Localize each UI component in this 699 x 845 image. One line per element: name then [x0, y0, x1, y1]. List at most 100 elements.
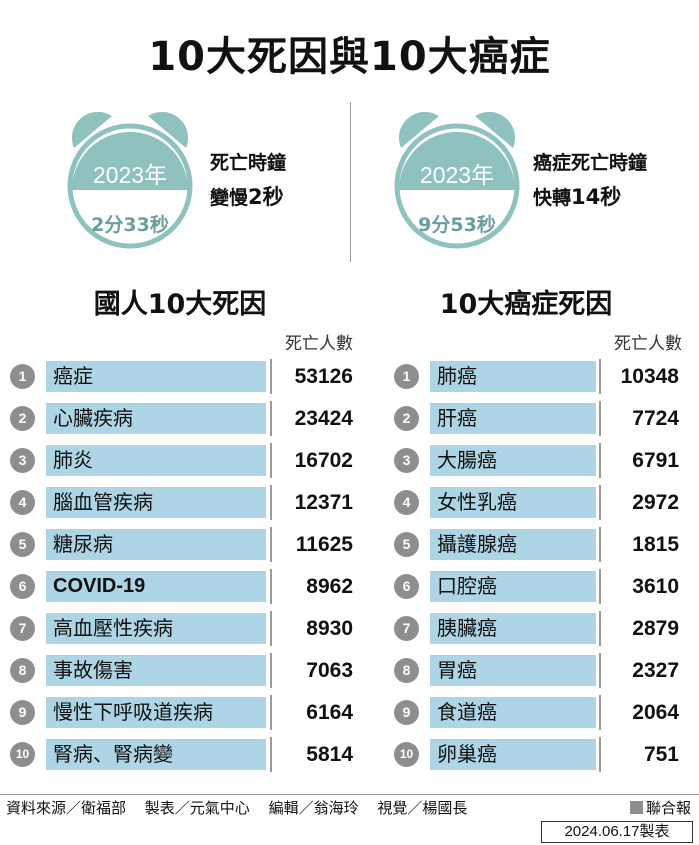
- credits: 資料來源／衛福部 製表／元氣中心 編輯／翁海玲 視覺／楊國長: [6, 797, 481, 818]
- cell-divider: [270, 653, 272, 688]
- category-label: 女性乳癌: [437, 490, 517, 514]
- category-label: 事故傷害: [53, 658, 133, 682]
- rank-badge: 6: [10, 574, 35, 599]
- rank-badge: 8: [10, 658, 35, 683]
- death-count: 2327: [632, 659, 679, 682]
- rank-badge: 3: [10, 448, 35, 473]
- table-row: 6 COVID-19 8962: [10, 566, 355, 608]
- clock-year: 2023年: [92, 162, 168, 188]
- death-count: 2064: [632, 701, 679, 724]
- category-label: 口腔癌: [437, 574, 497, 598]
- cell-divider: [599, 737, 601, 772]
- category-label: 癌症: [53, 364, 93, 388]
- category-bar: [46, 445, 266, 476]
- cell-divider: [270, 401, 272, 436]
- rank-badge: 7: [394, 616, 419, 641]
- cell-divider: [270, 611, 272, 646]
- death-count: 53126: [294, 365, 353, 388]
- table-row: 5 攝護腺癌 1815: [394, 524, 686, 566]
- death-count: 8962: [306, 575, 353, 598]
- category-bar: [430, 655, 596, 686]
- clock-year: 2023年: [419, 162, 495, 188]
- cell-divider: [599, 611, 601, 646]
- category-bar: [46, 613, 266, 644]
- cell-divider: [599, 485, 601, 520]
- death-count: 1815: [632, 533, 679, 556]
- rank-badge: 2: [10, 406, 35, 431]
- brand-square-icon: [629, 801, 643, 814]
- alarm-clock-icon: [67, 111, 193, 249]
- rank-badge: 10: [394, 742, 419, 767]
- rank-badge: 1: [10, 364, 35, 389]
- death-count: 751: [643, 743, 679, 766]
- rank-badge: 9: [10, 700, 35, 725]
- death-count: 5814: [306, 743, 353, 766]
- table-row: 3 大腸癌 6791: [394, 440, 686, 482]
- table-row: 4 女性乳癌 2972: [394, 482, 686, 524]
- category-bar: [430, 361, 596, 392]
- category-label: COVID-19: [53, 575, 146, 597]
- alarm-clock-icon: [394, 111, 520, 249]
- death-count: 6164: [306, 701, 353, 724]
- table-row: 9 慢性下呼吸道疾病 6164: [10, 692, 355, 734]
- clock-left-line2: 變慢2秒: [210, 185, 284, 209]
- category-bar: [46, 361, 266, 392]
- death-count: 10348: [620, 365, 679, 388]
- table-row: 10 腎病、腎病變 5814: [10, 734, 355, 776]
- rank-badge: 5: [394, 532, 419, 557]
- editor-credit: 編輯／翁海玲: [268, 799, 359, 817]
- brand: 聯合報: [629, 797, 691, 818]
- death-count: 16702: [294, 449, 353, 472]
- page-title: 10大死因與10大癌症: [148, 34, 551, 80]
- category-label: 心臟疾病: [53, 406, 133, 430]
- cell-divider: [270, 737, 272, 772]
- category-label: 大腸癌: [437, 448, 497, 472]
- category-label: 肺癌: [437, 364, 477, 388]
- category-bar: [46, 697, 266, 728]
- category-bar: [430, 403, 596, 434]
- category-bar: [46, 739, 266, 770]
- category-bar: [430, 529, 596, 560]
- death-count: 3610: [632, 575, 679, 598]
- right-column-header: 死亡人數: [614, 334, 682, 354]
- cell-divider: [270, 695, 272, 730]
- table-row: 8 胃癌 2327: [394, 650, 686, 692]
- table-row: 8 事故傷害 7063: [10, 650, 355, 692]
- category-label: 食道癌: [437, 700, 497, 724]
- table-row: 1 癌症 53126: [10, 356, 355, 398]
- category-label: 肺炎: [53, 448, 93, 472]
- rank-badge: 7: [10, 616, 35, 641]
- left-column-header: 死亡人數: [285, 334, 353, 354]
- cell-divider: [599, 695, 601, 730]
- cell-divider: [270, 485, 272, 520]
- death-count: 2972: [632, 491, 679, 514]
- rank-badge: 3: [394, 448, 419, 473]
- clock-duration: 2分33秒: [91, 214, 169, 236]
- clock-left-caption: 死亡時鐘 變慢2秒: [210, 146, 286, 215]
- category-label: 腦血管疾病: [53, 490, 153, 514]
- category-label: 糖尿病: [53, 532, 113, 556]
- brand-name: 聯合報: [645, 799, 691, 817]
- source-credit: 資料來源／衛福部: [6, 799, 127, 817]
- category-label: 肝癌: [437, 406, 477, 430]
- cell-divider: [270, 569, 272, 604]
- death-count: 11625: [295, 533, 353, 556]
- cell-divider: [599, 653, 601, 688]
- category-bar: [430, 571, 596, 602]
- left-table: 1 癌症 53126 2 心臟疾病 23424 3 肺炎 16702 4 腦血管疾病 12371 5 糖尿…: [10, 356, 355, 776]
- category-bar: [430, 739, 596, 770]
- header-divider: [350, 102, 351, 262]
- date-box: 2024.06.17製表: [541, 821, 693, 843]
- category-bar: [430, 445, 596, 476]
- table-row: 1 肺癌 10348: [394, 356, 686, 398]
- rank-badge: 4: [394, 490, 419, 515]
- death-count: 23424: [294, 407, 353, 430]
- table-row: 5 糖尿病 11625: [10, 524, 355, 566]
- category-bar: [46, 487, 266, 518]
- table-row: 9 食道癌 2064: [394, 692, 686, 734]
- category-bar: [430, 613, 596, 644]
- category-bar: [46, 403, 266, 434]
- cell-divider: [599, 443, 601, 478]
- category-bar: [46, 571, 266, 602]
- right-table: 1 肺癌 10348 2 肝癌 7724 3 大腸癌 6791 4 女性乳癌 2972 5 攝護腺癌 181…: [394, 356, 686, 776]
